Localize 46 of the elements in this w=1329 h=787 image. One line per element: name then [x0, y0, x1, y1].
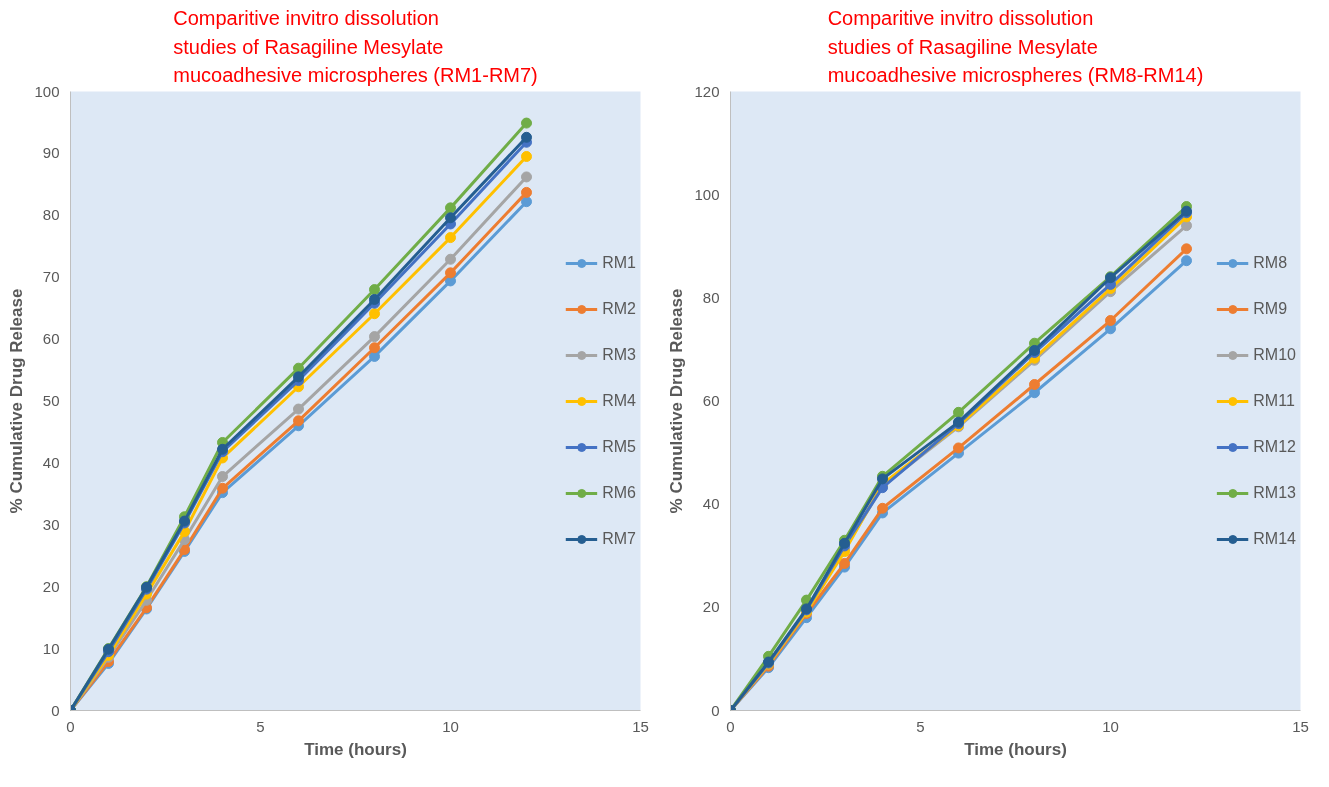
y-tick-label: 60: [42, 330, 60, 348]
y-tick-label: 10: [42, 639, 60, 657]
legend-label: RM7: [602, 529, 636, 548]
legend-label: RM5: [602, 437, 636, 456]
legend-label: RM14: [1253, 529, 1296, 548]
y-tick-label: 20: [702, 598, 720, 616]
legend-label: RM6: [602, 483, 636, 502]
x-tick-label: 10: [1102, 717, 1119, 735]
y-tick-label: 80: [702, 288, 720, 306]
legend-label: RM2: [602, 299, 636, 318]
legend-label: RM13: [1253, 483, 1296, 502]
x-tick-label: 15: [1292, 717, 1309, 735]
y-tick-label: 0: [51, 701, 60, 719]
legend-label: RM10: [1253, 345, 1296, 364]
legend-label: RM9: [1253, 299, 1288, 318]
legend-label: RM1: [602, 253, 636, 272]
x-tick-label: 0: [66, 717, 75, 735]
x-tick-label: 0: [726, 717, 735, 735]
chart-title: Comparitive invitro dissolution studies of Rasagiline Mesylate mucoadhesive microspheres (RM8-RM14): [827, 7, 1204, 87]
y-tick-label: 50: [42, 392, 60, 409]
y-tick-label: 70: [42, 268, 60, 286]
y-tick-label: 40: [42, 453, 60, 471]
y-tick-label: 90: [42, 144, 60, 162]
x-tick-label: 10: [442, 717, 459, 735]
y-tick-label: 20: [42, 577, 60, 595]
x-axis-title: Time (hours): [964, 739, 1067, 759]
legend-label: RM3: [602, 345, 636, 364]
y-tick-label: 80: [42, 206, 60, 224]
y-tick-label: 100: [34, 82, 60, 100]
legend-label: RM11: [1253, 391, 1295, 410]
y-tick-label: 30: [42, 515, 60, 533]
legend-label: RM4: [602, 391, 636, 410]
y-tick-label: 40: [702, 495, 720, 513]
chart-title: Comparitive invitro dissolution studies of Rasagiline Mesylate mucoadhesive microspheres (RM1-RM7): [173, 7, 538, 87]
x-tick-label: 5: [256, 717, 265, 735]
y-tick-label: 60: [702, 392, 720, 409]
y-tick-label: 100: [694, 185, 720, 203]
x-tick-label: 5: [916, 717, 925, 735]
x-tick-label: 15: [632, 717, 649, 735]
legend-label: RM8: [1253, 253, 1288, 272]
y-axis-title: % Cumulative Drug Release: [667, 288, 687, 514]
y-tick-label: 0: [711, 701, 720, 719]
legend-label: RM12: [1253, 437, 1296, 456]
y-tick-label: 120: [694, 82, 720, 100]
y-axis-title: % Cumulative Drug Release: [7, 288, 27, 514]
x-axis-title: Time (hours): [304, 739, 407, 759]
